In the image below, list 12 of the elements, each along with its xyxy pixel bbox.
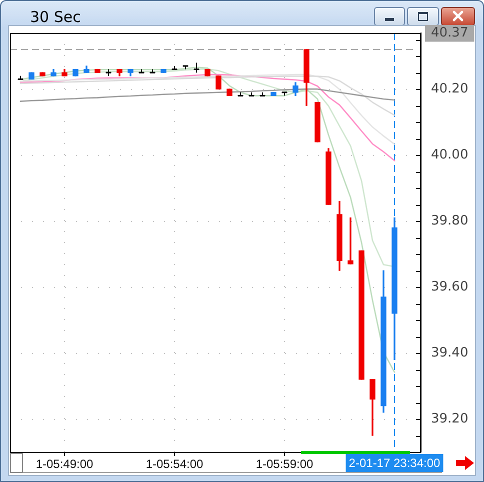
- y-tick-label: 40.20: [431, 81, 468, 96]
- y-tick-label: 39.40: [431, 345, 468, 360]
- y-tick-label: 40.00: [431, 147, 468, 162]
- x-tick-label: 1-05:49:00: [36, 456, 94, 471]
- y-tick-label: 39.80: [431, 213, 468, 228]
- y-tick-label: 39.20: [431, 411, 468, 426]
- x-tick-label: 1-05:54:00: [146, 456, 204, 471]
- x-tick-label: 1-05:59:00: [256, 456, 314, 471]
- chart-title: 30 Sec: [30, 8, 81, 26]
- x-tick-label: 2-01-17 23:34:00: [348, 456, 441, 470]
- y-tick-label: 39.60: [431, 279, 468, 294]
- y-tick-label: 40.37: [431, 25, 468, 40]
